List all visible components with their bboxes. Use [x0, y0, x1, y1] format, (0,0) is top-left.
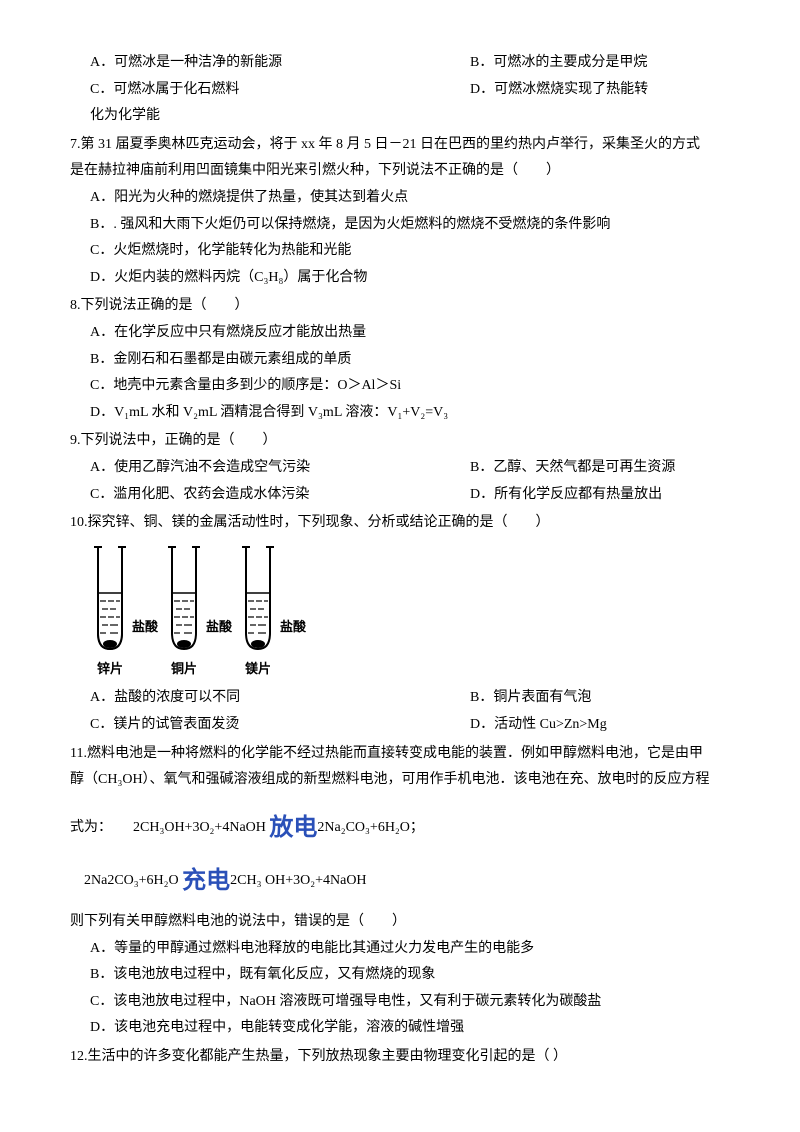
flask-copper: 盐酸 铜片 [164, 545, 204, 682]
q8-opt-d: D．V₁mL 水和 V₂mL 酒精混合得到 V₃mL 溶液：V₁+V₂=V₃ [90, 400, 730, 427]
flask-caption-3: 镁片 [245, 657, 271, 682]
flask-caption-2: 铜片 [171, 657, 197, 682]
q10-stem: 10.探究锌、铜、镁的金属活动性时，下列现象、分析或结论正确的是（ ） [70, 510, 730, 537]
q9-row-ab: A．使用乙醇汽油不会造成空气污染 B．乙醇、天然气都是可再生资源 [90, 455, 730, 482]
q12-stem: 12.生活中的许多变化都能产生热量，下列放热现象主要由物理变化引起的是（ ） [70, 1044, 730, 1071]
q6-opt-a: A．可燃冰是一种洁净的新能源 [90, 50, 470, 77]
q8-stem: 8.下列说法正确的是（ ） [70, 293, 730, 320]
q11-equation-1: 式为： 2CH₃OH+3O₂+4NaOH 放电2Na₂CO₃+6H₂O； [70, 802, 730, 848]
q6-opt-d: D．可燃冰燃烧实现了热能转 [470, 77, 730, 104]
q9-row-cd: C．滥用化肥、农药会造成水体污染 D．所有化学反应都有热量放出 [90, 482, 730, 509]
q7-stem-2: 是在赫拉神庙前利用凹面镜集中阳光来引燃火种，下列说法不正确的是（ ） [70, 158, 730, 185]
eq2-arrow-label: 充电 [182, 868, 230, 894]
eq1-post: 2Na₂CO₃+6H₂O； [317, 820, 424, 835]
q8-opt-b: B．金刚石和石墨都是由碳元素组成的单质 [90, 347, 730, 374]
flask-magnesium: 盐酸 镁片 [238, 545, 278, 682]
q10-opt-a: A．盐酸的浓度可以不同 [90, 685, 470, 712]
flask-label-1: 盐酸 [132, 615, 158, 640]
q6-opt-d-cont: 化为化学能 [90, 103, 730, 130]
q10-row-cd: C．镁片的试管表面发烫 D．活动性 Cu>Zn>Mg [90, 712, 730, 739]
q9-opt-a: A．使用乙醇汽油不会造成空气污染 [90, 455, 470, 482]
q11-opt-a: A．等量的甲醇通过燃料电池释放的电能比其通过火力发电产生的电能多 [90, 936, 730, 963]
eq2-post: 2CH₃ OH+3O₂+4NaOH [230, 873, 366, 888]
flask-caption-1: 锌片 [97, 657, 123, 682]
test-tube-icon [164, 545, 204, 655]
q7-opt-a: A．阳光为火种的燃烧提供了热量，使其达到着火点 [90, 185, 730, 212]
q8-opt-a: A．在化学反应中只有燃烧反应才能放出热量 [90, 320, 730, 347]
q11-equation-2: 2Na2CO₃+6H₂O 充电2CH₃ OH+3O₂+4NaOH [70, 855, 730, 901]
q9-opt-d: D．所有化学反应都有热量放出 [470, 482, 730, 509]
q10-row-ab: A．盐酸的浓度可以不同 B．铜片表面有气泡 [90, 685, 730, 712]
q11-stem-3: 则下列有关甲醇燃料电池的说法中，错误的是（ ） [70, 909, 730, 936]
q7-stem-1: 7.第 31 届夏季奥林匹克运动会，将于 xx 年 8 月 5 日－21 日在巴… [70, 132, 730, 159]
q11-stem-1: 11.燃料电池是一种将燃料的化学能不经过热能而直接转变成电能的装置．例如甲醇燃料… [70, 741, 730, 768]
flask-label-3: 盐酸 [280, 615, 306, 640]
test-tube-icon [238, 545, 278, 655]
eq1-arrow-label: 放电 [269, 815, 317, 841]
flask-zinc: 盐酸 锌片 [90, 545, 130, 682]
eq1-pre: 式为： 2CH₃OH+3O₂+4NaOH [70, 820, 269, 835]
q6-row-cd: C．可燃冰属于化石燃料 D．可燃冰燃烧实现了热能转 [90, 77, 730, 104]
q7-opt-b: B．. 强风和大雨下火炬仍可以保持燃烧，是因为火炬燃料的燃烧不受燃烧的条件影响 [90, 212, 730, 239]
q9-opt-b: B．乙醇、天然气都是可再生资源 [470, 455, 730, 482]
q11-opt-b: B．该电池放电过程中，既有氧化反应，又有燃烧的现象 [90, 962, 730, 989]
eq2-pre: 2Na2CO₃+6H₂O [70, 873, 182, 888]
q7-opt-d: D．火炬内装的燃料丙烷（C₃H₈）属于化合物 [90, 265, 730, 292]
q10-opt-c: C．镁片的试管表面发烫 [90, 712, 470, 739]
q11-opt-d: D．该电池充电过程中，电能转变成化学能，溶液的碱性增强 [90, 1015, 730, 1042]
q6-opt-c: C．可燃冰属于化石燃料 [90, 77, 470, 104]
q7-opt-c: C．火炬燃烧时，化学能转化为热能和光能 [90, 238, 730, 265]
q8-opt-c: C．地壳中元素含量由多到少的顺序是：O＞Al＞Si [90, 373, 730, 400]
q11-stem-2: 醇（CH₃OH）、氧气和强碱溶液组成的新型燃料电池，可用作手机电池．该电池在充、… [70, 767, 730, 794]
q10-figure: 盐酸 锌片 [90, 545, 730, 682]
q6-row-ab: A．可燃冰是一种洁净的新能源 B．可燃冰的主要成分是甲烷 [90, 50, 730, 77]
test-tube-icon [90, 545, 130, 655]
q10-opt-d: D．活动性 Cu>Zn>Mg [470, 712, 730, 739]
q9-stem: 9.下列说法中，正确的是（ ） [70, 428, 730, 455]
flask-label-2: 盐酸 [206, 615, 232, 640]
q9-opt-c: C．滥用化肥、农药会造成水体污染 [90, 482, 470, 509]
q10-opt-b: B．铜片表面有气泡 [470, 685, 730, 712]
q11-opt-c: C．该电池放电过程中，NaOH 溶液既可增强导电性，又有利于碳元素转化为碳酸盐 [90, 989, 730, 1016]
q6-opt-b: B．可燃冰的主要成分是甲烷 [470, 50, 730, 77]
